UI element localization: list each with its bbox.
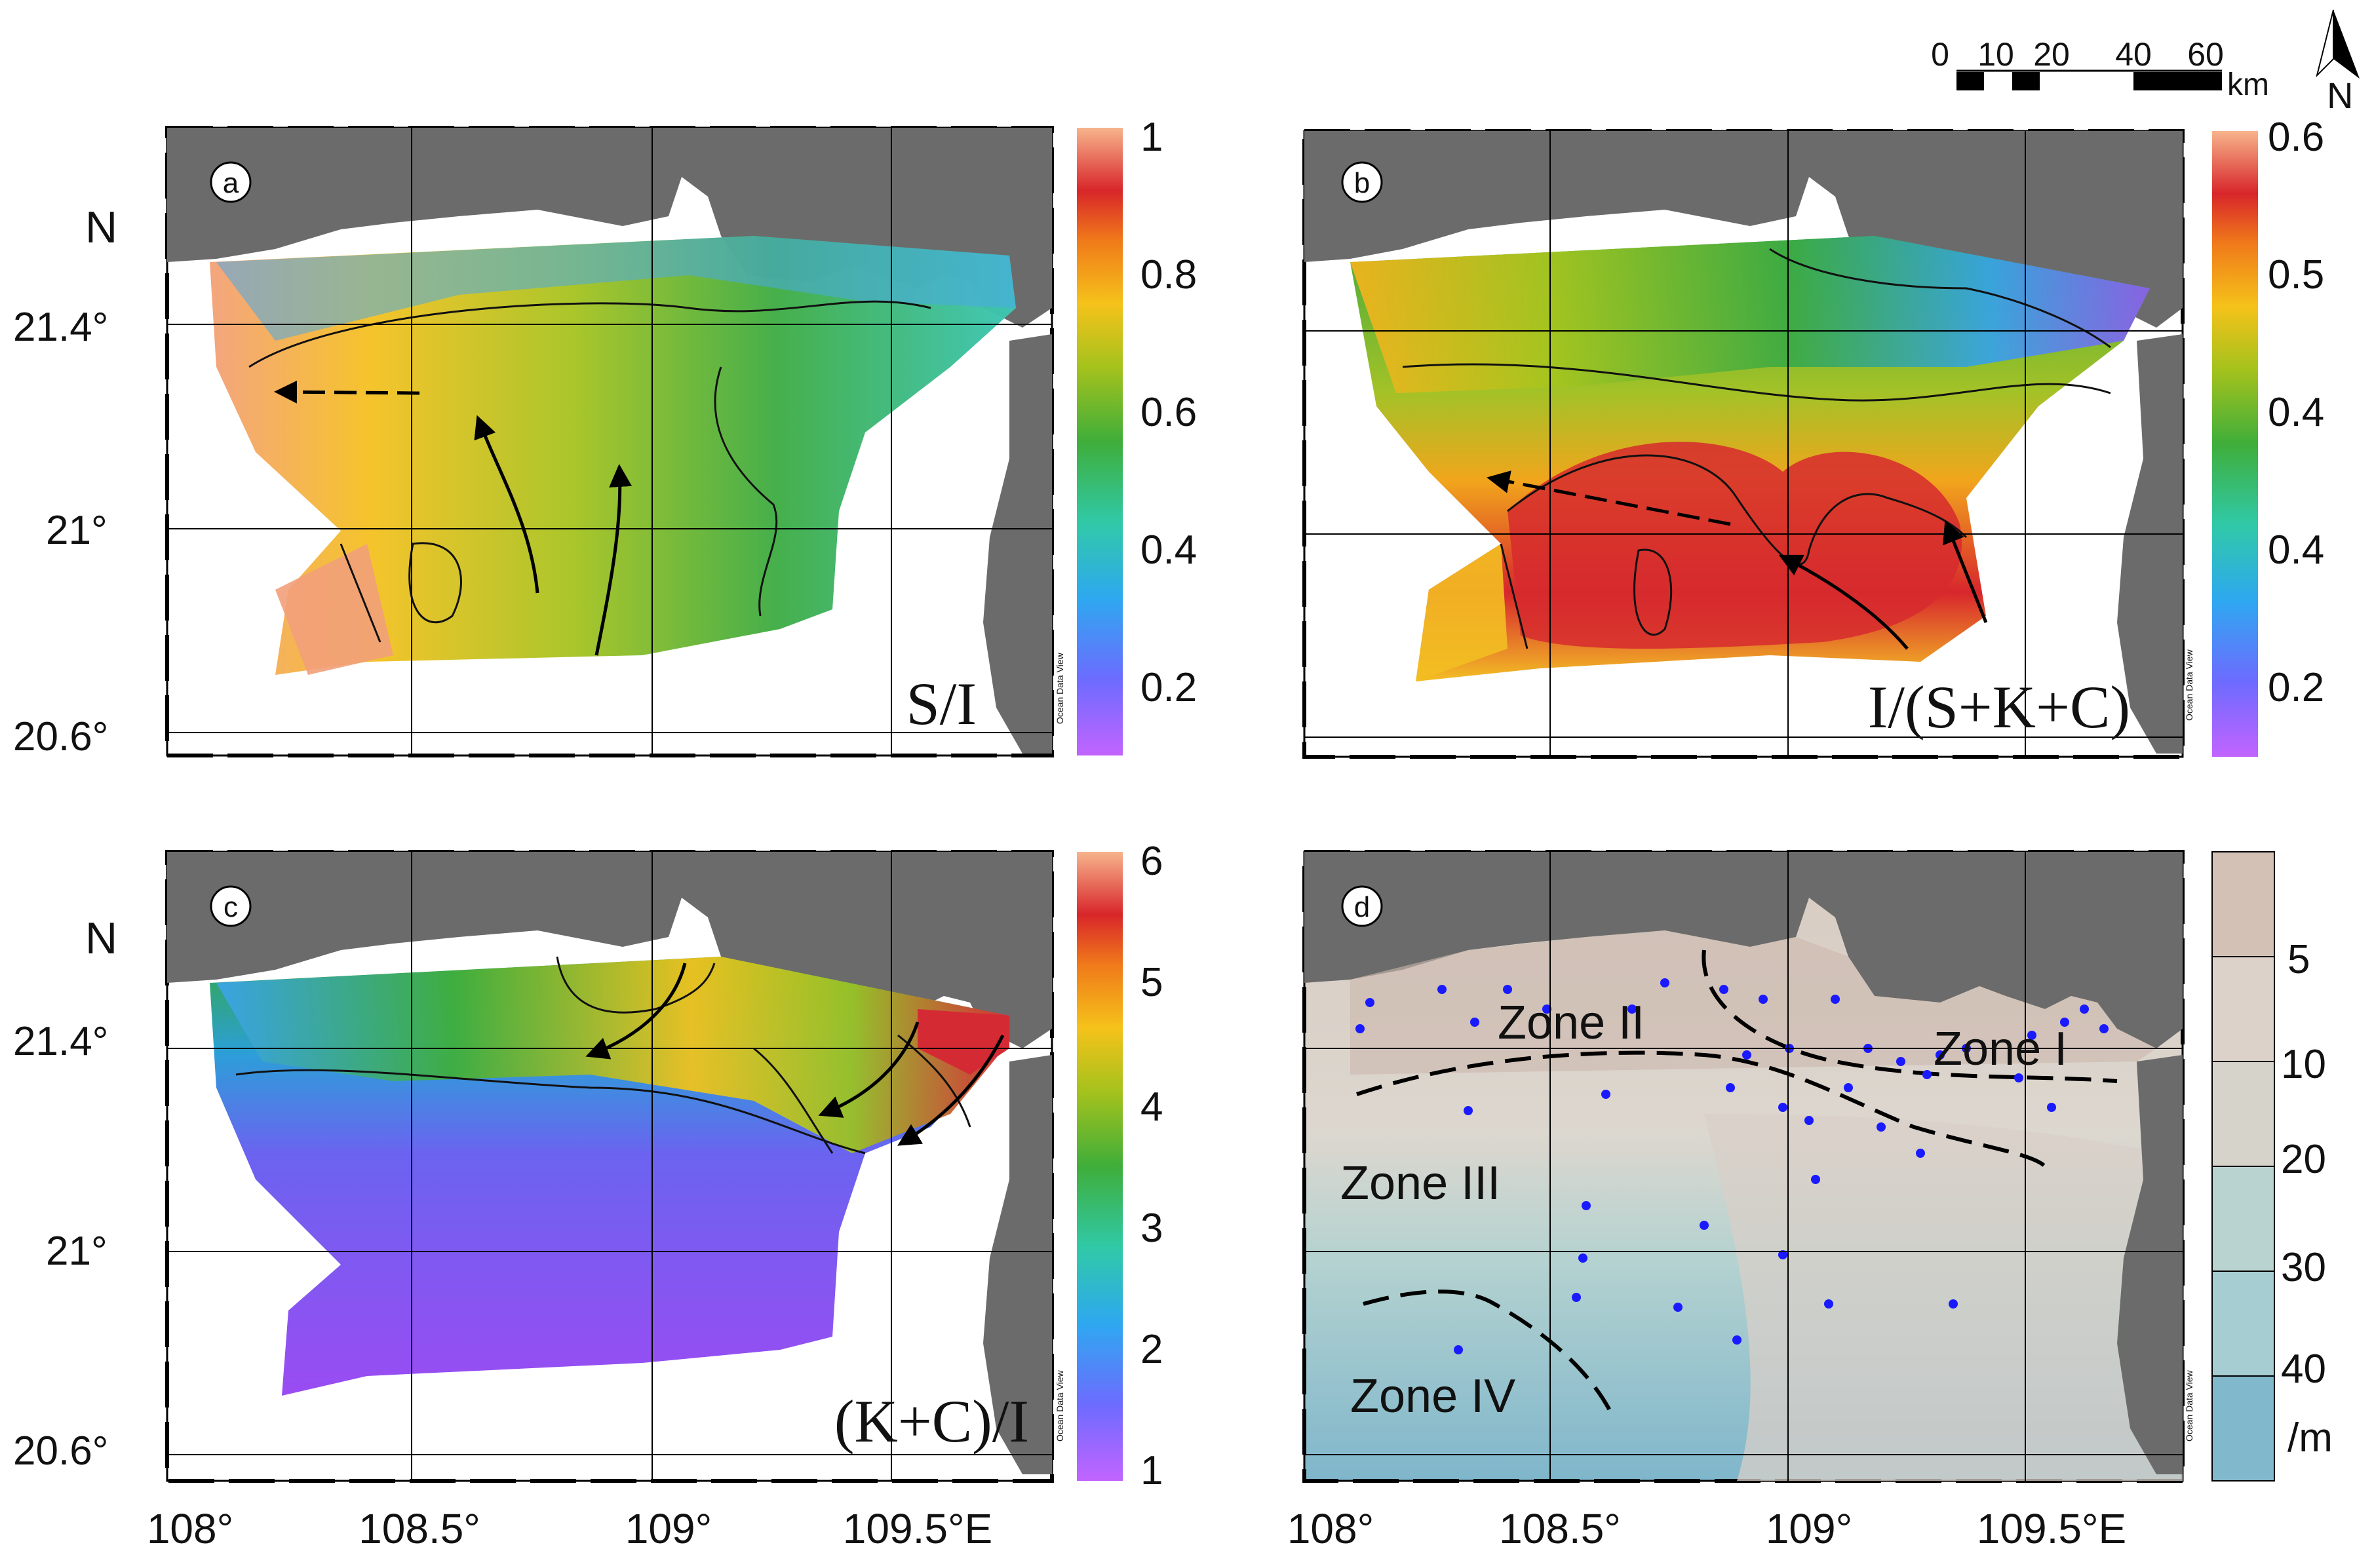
panel-d-watermark: Ocean Data View: [2184, 1369, 2194, 1442]
north-arrow: N: [2316, 9, 2360, 116]
lon-tick-108-5-right: 108.5°: [1499, 1505, 1621, 1552]
colorbar-a: [1077, 128, 1123, 755]
depth-tick-40: 40: [2281, 1347, 2326, 1392]
lon-tick-109-left: 109°: [625, 1505, 712, 1552]
scale-bar: 0 10 20 40 60 km: [1931, 36, 2269, 102]
colorbar-b: [2212, 131, 2258, 757]
lon-tick-108-5-left: 108.5°: [359, 1505, 480, 1552]
colorbar-c: [1077, 852, 1123, 1481]
depth-colorbar: [2211, 851, 2275, 1482]
depth-tick-5: 5: [2287, 937, 2310, 982]
lon-tick-109-right: 109°: [1766, 1505, 1852, 1552]
lat-tick-21-top: 21°: [46, 508, 107, 553]
zone-iii-label: Zone III: [1340, 1157, 1500, 1210]
colorbar-a-tick-2: 0.8: [1140, 252, 1197, 297]
colorbar-c-tick-6: 6: [1140, 839, 1163, 884]
land-north-c: [167, 852, 1052, 1048]
panel-d: d Zone I Zone II Zone III Zone IV Ocean …: [1302, 850, 2333, 1483]
colorbar-b-tick-1: 0.6: [2268, 115, 2324, 160]
sampling-stations: [1355, 978, 2109, 1354]
colorbar-b-tick-3: 0.4: [2268, 390, 2324, 435]
panel-b-watermark: Ocean Data View: [2184, 649, 2194, 721]
longitude-labels: 108° 108.5° 109° 109.5°E 108° 108.5° 109…: [147, 1505, 2126, 1552]
colorbar-c-tick-3: 3: [1140, 1206, 1163, 1251]
lon-tick-109-5-right: 109.5°E: [1977, 1505, 2126, 1552]
north-label: N: [2327, 75, 2353, 116]
land-east: [983, 334, 1052, 754]
panel-c-ratio-label: (K+C)/I: [834, 1388, 1029, 1455]
lon-tick-109-5-left: 109.5°E: [843, 1505, 992, 1552]
colorbar-a-tick-3: 0.6: [1140, 390, 1197, 435]
lat-tick-21-bottom: 21°: [46, 1229, 107, 1274]
land-east-b: [2117, 334, 2183, 754]
scale-unit: km: [2227, 67, 2269, 102]
scale-tick-40: 40: [2115, 36, 2152, 73]
zone-i-label: Zone I: [1934, 1023, 2067, 1075]
colorbar-c-tick-5: 5: [1140, 960, 1163, 1005]
lat-tick-20-6-bottom: 20.6°: [13, 1428, 108, 1474]
panel-b-letter: b: [1354, 167, 1370, 199]
lat-label-n-top: N: [85, 202, 117, 252]
scale-tick-60: 60: [2187, 36, 2224, 73]
depth-tick-20: 20: [2281, 1137, 2326, 1182]
depth-tick-30: 30: [2281, 1245, 2326, 1290]
lon-tick-108-left: 108°: [147, 1505, 233, 1552]
colorbar-a-tick-4: 0.4: [1140, 527, 1197, 573]
panel-b-ratio-label: I/(S+K+C): [1868, 674, 2130, 740]
land-east-d: [2117, 1055, 2183, 1474]
depth-unit: /m: [2287, 1415, 2333, 1461]
colorbar-c-tick-4: 4: [1140, 1084, 1163, 1130]
lat-tick-21-4-bottom: 21.4°: [13, 1019, 108, 1064]
panel-a-watermark: Ocean Data View: [1055, 652, 1065, 724]
panel-b: b I/(S+K+C) Ocean Data View 0.6 0.5 0.4 …: [1302, 115, 2324, 759]
panel-a-ratio-label: S/I: [906, 670, 977, 737]
colorbar-a-tick-5: 0.2: [1140, 665, 1197, 710]
zone-ii-label: Zone II: [1498, 997, 1644, 1049]
land-east-c: [983, 1055, 1052, 1474]
panel-a-letter: a: [223, 167, 239, 199]
depth-tick-10: 10: [2281, 1042, 2326, 1087]
colorbar-a-tick-1: 1: [1140, 115, 1163, 160]
lat-tick-20-6-top: 20.6°: [13, 714, 108, 759]
lat-tick-21-4-top: 21.4°: [13, 305, 108, 350]
lat-label-n-bottom: N: [85, 913, 117, 963]
colorbar-b-tick-4: 0.4: [2268, 527, 2324, 573]
land-north-b: [1304, 131, 2183, 328]
colorbar-c-tick-2: 2: [1140, 1327, 1163, 1372]
colorbar-c-tick-1: 1: [1140, 1448, 1163, 1493]
scale-tick-20: 20: [2033, 36, 2070, 73]
colorbar-b-tick-2: 0.5: [2268, 252, 2324, 297]
zone-iv-label: Zone IV: [1350, 1370, 1515, 1423]
panel-a: a S/I Ocean Data View 1 0.8 0.6 0.4 0.2: [165, 115, 1197, 757]
land-north: [167, 128, 1052, 328]
panel-c-letter: c: [224, 891, 238, 923]
panel-c: c (K+C)/I Ocean Data View 6 5 4 3 2 1: [165, 839, 1163, 1493]
scale-tick-10: 10: [1977, 36, 2014, 73]
scale-tick-0: 0: [1931, 36, 1949, 73]
panel-d-letter: d: [1354, 891, 1370, 923]
colorbar-b-tick-5: 0.2: [2268, 665, 2324, 710]
panel-c-watermark: Ocean Data View: [1055, 1369, 1065, 1442]
latitude-labels: N 21.4° 21° 20.6° N 21.4° 21° 20.6°: [13, 202, 117, 1474]
land-north-d: [1304, 852, 2183, 1048]
lon-tick-108-right: 108°: [1287, 1505, 1374, 1552]
